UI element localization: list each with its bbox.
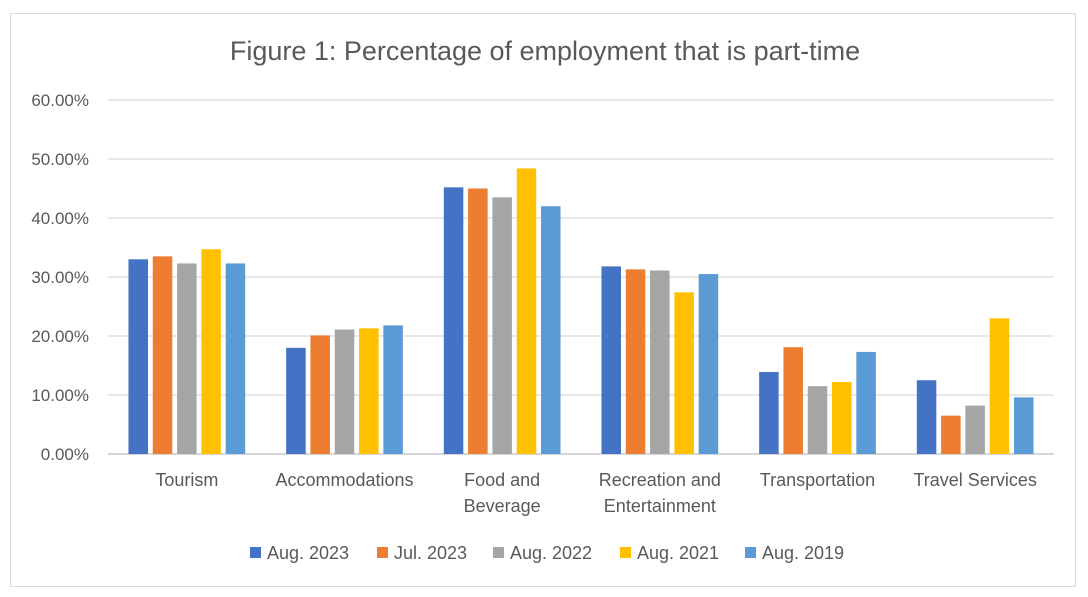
bar — [128, 259, 148, 454]
legend-swatch — [493, 547, 504, 558]
category-label: Food and Beverage — [464, 470, 541, 516]
bar — [443, 187, 464, 454]
bar — [807, 386, 828, 454]
y-tick-label: 60.00% — [31, 91, 89, 110]
bar — [492, 197, 512, 454]
legend-item: Aug. 2021 — [620, 543, 719, 563]
legend-item: Aug. 2019 — [745, 543, 844, 563]
bar — [989, 318, 1010, 454]
bar — [516, 168, 537, 454]
legend-swatch — [250, 547, 261, 558]
bar — [783, 347, 803, 454]
bar — [759, 371, 779, 454]
bar — [310, 335, 330, 454]
bar — [541, 206, 561, 454]
bars — [128, 168, 1034, 454]
legend-label: Aug. 2022 — [510, 543, 592, 563]
y-tick-label: 50.00% — [31, 150, 89, 169]
category-label: Tourism — [155, 470, 218, 490]
bar — [832, 382, 852, 454]
legend-label: Jul. 2023 — [394, 543, 467, 563]
legend: Aug. 2023 Jul. 2023 Aug. 2022 Aug. 2021 Aug.… — [250, 543, 844, 563]
legend-item: Aug. 2023 — [250, 543, 349, 563]
legend-item: Jul. 2023 — [377, 543, 467, 563]
y-tick-label: 30.00% — [31, 268, 89, 287]
bar — [625, 269, 646, 454]
legend-swatch — [745, 547, 756, 558]
legend-label: Aug. 2023 — [267, 543, 349, 563]
bar — [965, 405, 985, 454]
category-label: Transportation — [760, 470, 875, 490]
bar — [286, 347, 306, 454]
category-labels: Tourism Accommodations Food and Beverage Rec… — [155, 470, 1037, 516]
legend-swatch — [377, 547, 388, 558]
bar — [856, 351, 876, 454]
y-tick-label: 40.00% — [31, 209, 89, 228]
category-label: Travel Services — [913, 470, 1036, 490]
gridlines — [108, 99, 1054, 455]
legend-label: Aug. 2019 — [762, 543, 844, 563]
bar — [152, 256, 173, 454]
y-tick-label: 10.00% — [31, 386, 89, 405]
bar — [468, 188, 488, 454]
bar — [650, 270, 670, 454]
bar — [359, 328, 379, 454]
bar — [698, 274, 719, 454]
category-label: Recreation and Entertainment — [599, 470, 721, 516]
legend-item: Aug. 2022 — [493, 543, 592, 563]
bar — [334, 329, 355, 454]
y-axis-ticks: 0.00% 10.00% 20.00% 30.00% 40.00% 50.00% 60.00… — [31, 91, 89, 464]
bar — [1014, 397, 1034, 454]
bar — [674, 292, 694, 454]
y-tick-label: 0.00% — [41, 445, 89, 464]
legend-swatch — [620, 547, 631, 558]
y-tick-label: 20.00% — [31, 327, 89, 346]
bar — [601, 266, 621, 454]
category-label: Accommodations — [275, 470, 413, 490]
bar — [201, 249, 221, 454]
chart-title: Figure 1: Percentage of employment that … — [230, 36, 860, 66]
bar — [225, 263, 246, 454]
bar — [177, 263, 197, 454]
legend-label: Aug. 2021 — [637, 543, 719, 563]
bar — [941, 415, 961, 454]
bar — [916, 380, 937, 454]
bar — [383, 325, 403, 454]
